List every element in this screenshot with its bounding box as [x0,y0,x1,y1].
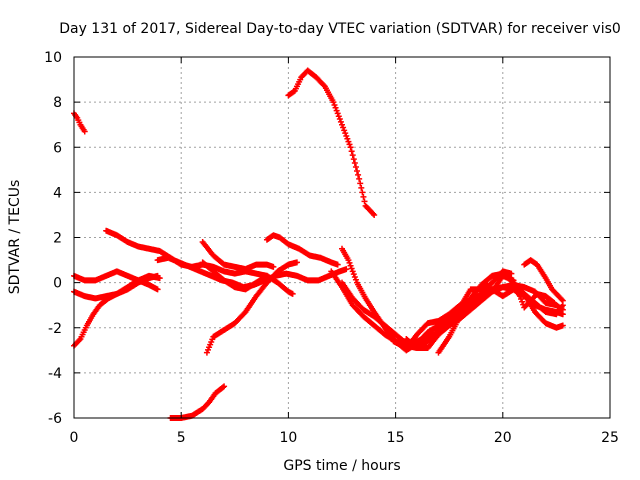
data-point-marker [357,180,364,187]
data-point-marker [334,261,341,268]
data-point-marker [550,299,557,306]
x-tick-label: 20 [494,430,512,446]
data-point-marker [343,132,350,139]
data-point-marker [559,322,566,329]
data-point-marker [346,141,353,148]
data-point-marker [345,257,352,264]
data-point-marker [348,148,355,155]
data-point-marker [348,265,355,272]
data-point-marker [330,99,337,106]
data-point-marker [559,302,566,309]
data-point-marker [559,311,566,318]
y-tick-label: 6 [53,140,62,156]
data-point-marker [289,290,296,297]
data-point-marker [352,276,359,283]
data-point-marker [156,275,163,282]
data-point-marker [76,337,83,344]
y-tick-label: 4 [53,185,62,201]
data-point-marker [351,273,358,280]
data-point-marker [359,189,366,196]
data-point-marker [221,383,228,390]
x-tick-label: 5 [177,430,186,446]
data-point-marker [293,259,300,266]
data-point-marker [341,127,348,134]
axis-ticks [73,56,611,419]
data-point-marker [516,293,523,300]
data-point-marker [551,299,558,306]
data-point-marker [343,266,350,273]
data-point-marker [154,286,161,293]
data-point-marker [519,298,526,305]
data-point-marker [270,263,277,270]
data-point-marker [371,211,378,218]
x-tick-label: 25 [601,430,619,446]
data-point-marker [508,270,515,277]
data-point-marker [337,118,344,125]
y-axis-title: SDTVAR / TECUs [7,180,23,295]
data-point-marker [81,128,88,135]
y-tick-label: 0 [53,276,62,292]
data-point-marker [344,135,351,142]
y-tick-labels: -6 -4 -2 0 2 4 6 8 10 [44,50,62,427]
data-point-marker [558,296,565,303]
x-tick-label: 10 [279,430,297,446]
x-tick-label: 15 [387,430,405,446]
data-point-marker [360,193,367,200]
data-point-marker [220,384,227,391]
y-tick-label: -2 [48,321,62,337]
y-tick-label: 10 [44,50,62,66]
data-point-marker [320,82,327,89]
data-point-marker [332,104,339,111]
y-tick-label: 8 [53,95,62,111]
data-point-marker [350,156,357,163]
data-point-marker [331,101,338,108]
data-point-marker [333,107,340,114]
data-point-marker [340,124,347,131]
data-point-marker [290,88,297,95]
data-point-marker [347,144,354,151]
data-point-marker [349,268,356,275]
data-point-marker [354,167,361,174]
data-point-marker [518,295,525,302]
data-point-marker [350,271,357,278]
data-point-marker [342,130,349,137]
data-point-marker [358,184,365,191]
data-point-marker [346,259,353,266]
data-point-marker [347,262,354,269]
y-tick-label: 2 [53,231,62,247]
gridlines [74,57,610,418]
data-point-marker [335,113,342,120]
data-point-marker [370,210,377,217]
x-tick-labels: 0 5 10 15 20 25 [70,430,619,446]
y-tick-label: -4 [48,366,62,382]
data-point-marker [336,116,343,123]
data-point-marker [345,138,352,145]
y-tick-label: -6 [48,411,62,427]
x-tick-label: 0 [70,430,79,446]
chart-title: Day 131 of 2017, Sidereal Day-to-day VTE… [59,21,621,37]
data-markers [71,67,566,421]
data-point-marker [339,121,345,128]
data-point-marker [361,198,368,205]
data-point-marker [349,152,356,159]
data-point-marker [355,171,362,178]
data-point-marker [334,110,341,117]
x-axis-title: GPS time / hours [283,458,400,474]
data-point-marker [356,175,363,182]
data-point-marker [351,160,358,167]
data-point-marker [352,163,359,170]
